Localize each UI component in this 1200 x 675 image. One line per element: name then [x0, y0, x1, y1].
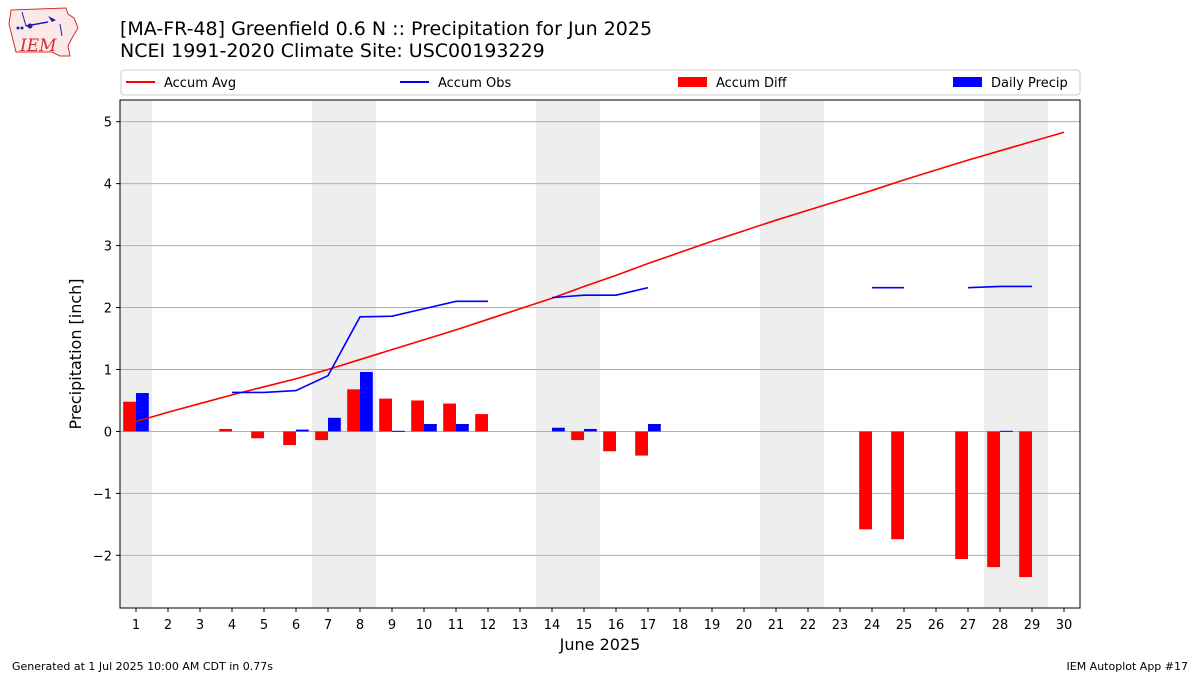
accum-diff-bar	[859, 431, 872, 530]
legend-box	[120, 69, 1081, 96]
accum-diff-bar	[891, 431, 904, 540]
daily-precip-bar	[648, 424, 661, 432]
daily-precip-bar	[424, 424, 437, 432]
accum-diff-bar	[251, 431, 264, 439]
x-tick-label: 26	[928, 618, 945, 633]
accum-diff-bar	[475, 414, 488, 432]
accum-obs-line	[232, 300, 488, 394]
y-tick-label: 2	[104, 302, 112, 317]
x-tick-label: 5	[260, 618, 268, 633]
x-tick-label: 16	[608, 618, 625, 633]
accum-diff-bar	[123, 401, 136, 432]
x-tick-label: 12	[480, 618, 497, 633]
weekend-band	[792, 100, 824, 608]
daily-precip-bar	[1000, 430, 1013, 432]
x-tick-label: 8	[356, 618, 364, 633]
x-tick-label: 1	[132, 618, 140, 633]
x-tick-label: 22	[800, 618, 817, 633]
x-tick-label: 18	[672, 618, 689, 633]
x-axis-label: June 2025	[559, 635, 641, 654]
weekend-band	[312, 100, 344, 608]
app-footer: IEM Autoplot App #17	[1066, 660, 1189, 673]
legend: Accum Avg Accum Obs Accum Diff Daily Precip	[120, 69, 1081, 96]
generated-footer: Generated at 1 Jul 2025 10:00 AM CDT in …	[12, 660, 273, 673]
y-tick-label: 3	[104, 240, 112, 255]
accum-diff-bar	[443, 403, 456, 432]
daily-precip-bar	[584, 428, 597, 432]
iem-logo: IEM	[8, 6, 80, 60]
weekend-band	[568, 100, 600, 608]
x-tick-label: 10	[416, 618, 433, 633]
x-tick-label: 9	[388, 618, 396, 633]
daily-precip-bar	[328, 417, 341, 432]
legend-swatch	[678, 77, 707, 87]
weekend-band	[536, 100, 568, 608]
accum-diff-bar	[315, 431, 328, 441]
logo-text: IEM	[19, 36, 57, 56]
daily-precip-bar	[392, 430, 405, 432]
accum-diff-bar	[571, 431, 584, 441]
x-tick-label: 4	[228, 618, 236, 633]
x-tick-label: 25	[896, 618, 913, 633]
x-tick-label: 24	[864, 618, 881, 633]
y-tick-label: 1	[104, 363, 112, 378]
accum-diff-bar	[347, 389, 360, 432]
x-tick-label: 21	[768, 618, 785, 633]
x-tick-label: 14	[544, 618, 561, 633]
daily-precip-bar	[296, 429, 309, 432]
legend-label: Accum Obs	[438, 76, 511, 91]
accum-diff-bar	[1019, 431, 1032, 578]
plot-frame	[119, 99, 1081, 609]
x-tick-label: 3	[196, 618, 204, 633]
weekend-band	[120, 100, 152, 608]
accum-obs-line	[551, 286, 649, 299]
accum-diff-bar	[219, 428, 232, 432]
y-tick-label: 4	[104, 178, 112, 193]
x-tick-label: 2	[164, 618, 172, 633]
x-tick-label: 17	[640, 618, 657, 633]
weekend-band	[760, 100, 792, 608]
x-tick-label: 29	[1024, 618, 1041, 633]
y-axis-label: Precipitation [inch]	[66, 278, 85, 429]
x-tick-label: 19	[704, 618, 721, 633]
x-tick-label: 13	[512, 618, 529, 633]
accum-diff-bar	[379, 398, 392, 432]
x-tick-label: 6	[292, 618, 300, 633]
x-tick-label: 7	[324, 618, 332, 633]
daily-precip-bar	[552, 427, 565, 432]
y-tick-label: −1	[93, 487, 112, 502]
x-tick-label: 11	[448, 618, 465, 633]
accum-diff-bar	[987, 431, 1000, 568]
x-tick-label: 15	[576, 618, 593, 633]
accum-diff-bar	[955, 431, 968, 560]
accum-diff-bar	[411, 400, 424, 432]
y-tick-label: 5	[104, 116, 112, 131]
legend-label: Accum Avg	[164, 76, 236, 91]
weekend-band	[344, 100, 376, 608]
accum-diff-bar	[635, 431, 648, 456]
daily-precip-bar	[136, 393, 149, 432]
x-tick-label: 27	[960, 618, 977, 633]
accum-avg-line	[135, 131, 1065, 423]
y-tick-label: −2	[93, 549, 112, 564]
legend-label: Accum Diff	[716, 76, 788, 91]
accum-diff-bar	[283, 431, 296, 446]
daily-precip-bar	[456, 424, 469, 432]
y-tick-label: 0	[104, 425, 112, 440]
accum-diff-bar	[603, 431, 616, 452]
x-tick-label: 23	[832, 618, 849, 633]
daily-precip-bar	[360, 371, 373, 432]
x-tick-label: 28	[992, 618, 1009, 633]
x-tick-label: 20	[736, 618, 753, 633]
x-tick-label: 30	[1056, 618, 1073, 633]
legend-swatch	[953, 77, 982, 87]
chart-title: [MA-FR-48] Greenfield 0.6 N :: Precipita…	[120, 18, 653, 40]
accum-obs-line	[967, 285, 1032, 289]
chart-subtitle: NCEI 1991-2020 Climate Site: USC00193229	[120, 40, 545, 62]
legend-label: Daily Precip	[991, 76, 1068, 91]
